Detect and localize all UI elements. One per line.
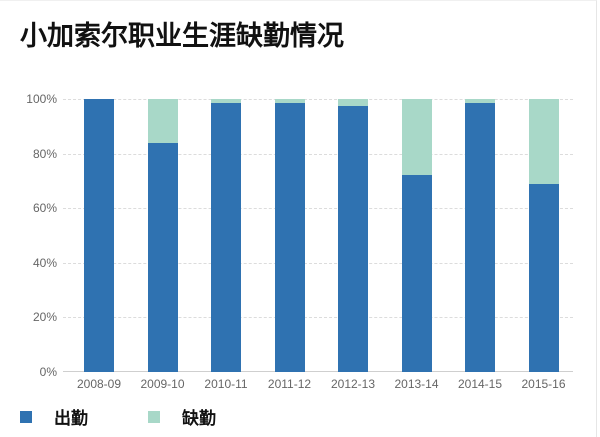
bar-segment-absent[interactable] [147,99,178,143]
bar-segment-present[interactable] [465,103,495,372]
bar-segment-present[interactable] [274,103,305,372]
bar-segment-present[interactable] [338,105,368,372]
x-tick-label: 2014-15 [457,377,503,391]
y-tick-label: 100% [26,92,57,106]
legend-item-absent[interactable]: 缺勤 [148,404,216,429]
bar-2008-09[interactable] [84,99,114,372]
gridline-60 [63,208,573,210]
x-axis-line [63,371,573,372]
x-tick-label: 2009-10 [140,377,185,391]
legend-swatch-present [20,410,32,423]
legend-label: 出勤 [54,409,88,429]
legend-swatch-absent [148,410,160,423]
chart-title: 小加索尔职业生涯缺勤情况 [20,21,344,52]
x-tick-label: 2013-14 [394,377,439,391]
plot-area: 100% 80% 60% 40% 20% 0% 2008-09 2009-10 20… [26,92,573,391]
bar-2013-14[interactable] [401,99,432,372]
bar-segment-present[interactable] [528,183,559,372]
gridline-20 [63,317,573,319]
y-tick-label: 80% [32,146,57,161]
gridline-40 [63,262,573,264]
y-tick-label: 60% [32,201,57,216]
bar-segment-absent[interactable] [528,99,559,184]
bar-segment-absent[interactable] [338,99,368,106]
bar-segment-present[interactable] [211,103,241,372]
bar-segment-present[interactable] [147,142,178,372]
x-tick-label: 2011-12 [267,377,312,391]
x-tick-label: 2015-16 [521,377,566,391]
y-tick-label: 20% [32,310,57,325]
y-tick-label: 0% [39,365,57,379]
bar-2012-13[interactable] [338,99,368,372]
bar-segment-absent[interactable] [211,99,241,104]
bar-segment-absent[interactable] [401,99,432,176]
gridline-80 [63,153,573,155]
bar-2009-10[interactable] [147,99,178,372]
bar-2011-12[interactable] [274,99,305,372]
legend: 出勤 缺勤 [20,404,276,429]
bar-2010-11[interactable] [211,99,241,372]
bar-segment-absent[interactable] [465,99,495,104]
bar-2014-15[interactable] [465,99,495,372]
bar-2015-16[interactable] [528,99,559,372]
x-tick-label: 2008-09 [76,377,122,391]
bar-segment-present[interactable] [401,175,432,372]
x-tick-label: 2010-11 [204,377,248,391]
legend-label: 缺勤 [182,409,216,429]
legend-item-present[interactable]: 出勤 [20,404,88,429]
bar-segment-present[interactable] [84,99,114,372]
x-tick-label: 2012-13 [330,377,376,391]
bar-segment-absent[interactable] [274,99,305,104]
gridline-100 [63,99,573,100]
y-tick-label: 40% [32,255,57,270]
